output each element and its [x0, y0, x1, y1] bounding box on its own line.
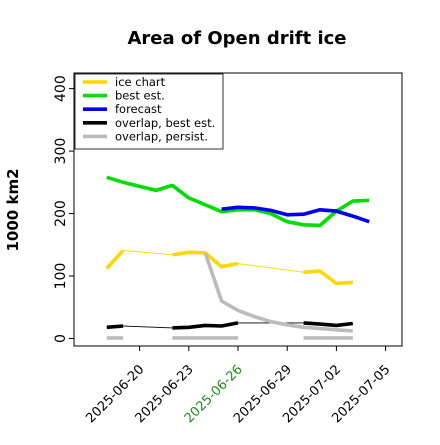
series-line-overlap-best-est--0 [106, 324, 124, 330]
series-line-ice-chart-3 [237, 263, 304, 273]
series-line-ice-chart-0 [105, 249, 125, 270]
series-line-overlap-best-est--4 [303, 321, 354, 328]
chart-title: Area of Open drift ice [127, 28, 346, 49]
y-tick-label-400: 400 [53, 75, 69, 102]
y-tick-label-300: 300 [53, 138, 69, 165]
series-line-best-est--0 [106, 175, 370, 228]
series-line-ice-chart-4 [303, 269, 353, 286]
legend-label-3: overlap, best est. [115, 116, 215, 130]
legend-label-4: overlap, persist. [115, 129, 208, 143]
legend-label-1: best est. [115, 89, 165, 103]
y-tick-label-0: 0 [53, 334, 69, 343]
series-line-overlap-best-est--2 [172, 321, 239, 330]
legend-label-0: ice chart [115, 75, 166, 89]
y-axis-label: 1000 km2 [4, 168, 22, 251]
y-tick-label-200: 200 [53, 200, 69, 227]
series-line-overlap-best-est--1 [123, 325, 173, 329]
series-line-forecast-0 [221, 205, 370, 224]
plot-area [105, 175, 370, 340]
y-tick-label-100: 100 [53, 263, 69, 290]
series-line-overlap-persist--2 [203, 252, 353, 333]
series-line-ice-chart-1 [123, 249, 173, 256]
legend-label-2: forecast [115, 102, 162, 116]
